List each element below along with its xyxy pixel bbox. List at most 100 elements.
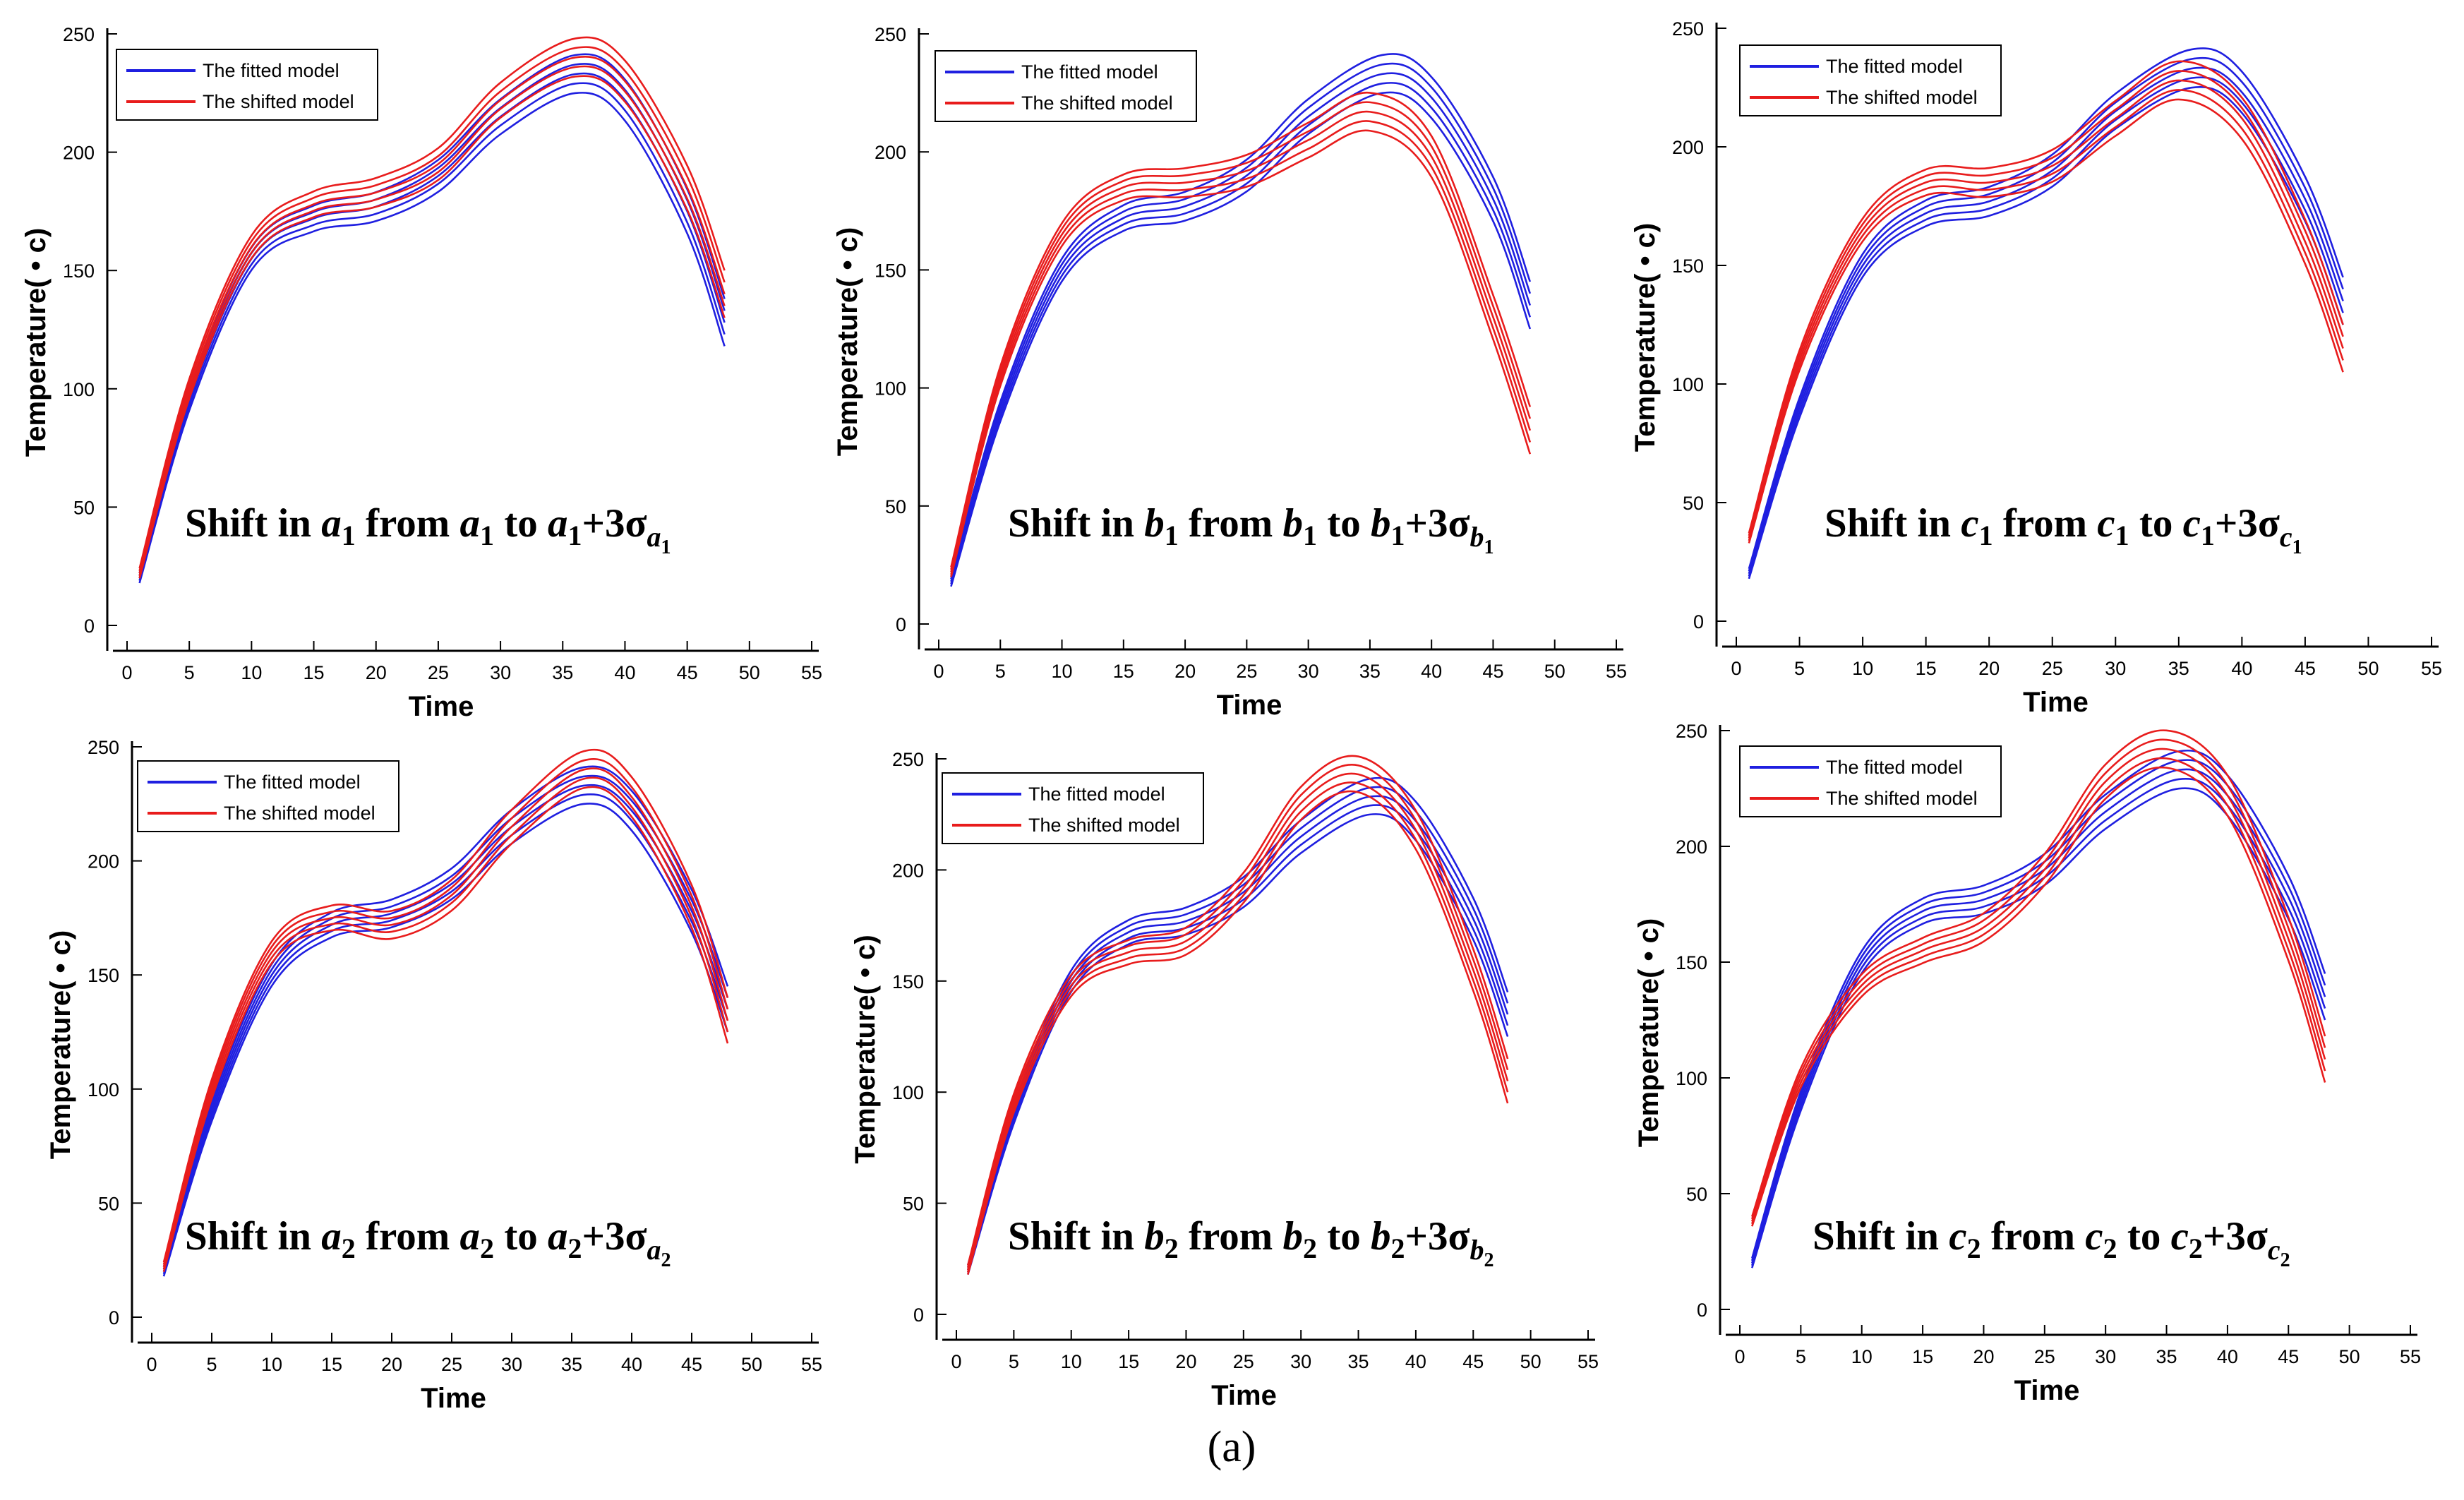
y-axis-label: Temperature( • c) — [850, 935, 881, 1163]
shift-annotation: Shift in a2 from a2 to a2+3σa2 — [185, 1214, 671, 1271]
annotation-sub: 2 — [480, 1232, 494, 1264]
legend-fitted-label: The fitted model — [224, 772, 361, 793]
legend-box — [116, 49, 378, 121]
shift-annotation: Shift in c1 from c1 to c1+3σc1 — [1825, 501, 2302, 558]
shifted-model-series — [162, 748, 729, 1273]
x-tick-label: 40 — [2231, 658, 2252, 679]
shifted-curve-1 — [162, 776, 729, 1270]
x-tick-label: 15 — [1113, 661, 1134, 682]
x-tick-label: 55 — [801, 662, 822, 683]
y-tick-label: 200 — [1676, 836, 1707, 858]
annotation-sub: 2 — [1303, 1232, 1317, 1264]
x-tick-label: 20 — [366, 662, 387, 683]
shifted-curve-4 — [1751, 729, 2326, 1217]
shifted-model-series — [138, 36, 726, 579]
annotation-sub: 1 — [567, 520, 582, 551]
x-tick-label: 55 — [1577, 1351, 1599, 1372]
legend-shifted-label: The shifted model — [224, 803, 375, 824]
annotation-var: c — [1949, 1214, 1966, 1259]
subplot-b2: 0 5 10 15 20 25 30 35 40 45 50 55 0 50 100 150 200 250 Tim… — [850, 749, 1599, 1411]
legend-box — [942, 772, 1204, 844]
y-tick-label: 50 — [885, 496, 906, 517]
annotation-sigma-sub-var: c — [2268, 1234, 2280, 1266]
annotation-sigma-sub-index: 2 — [661, 1249, 671, 1271]
legend-fitted-label: The fitted model — [1021, 61, 1158, 83]
annotation-prefix: Shift in — [185, 1214, 321, 1259]
x-tick-label: 35 — [552, 662, 573, 683]
x-tick-label: 25 — [2042, 658, 2063, 679]
fitted-model-series — [162, 765, 729, 1277]
x-tick-label: 15 — [1916, 658, 1937, 679]
annotation-from: from — [356, 1214, 460, 1259]
annotation-sub: 1 — [2201, 520, 2215, 551]
x-tick-label: 40 — [614, 662, 635, 683]
annotation-sigma-sub-var: b — [1470, 1234, 1484, 1266]
y-tick-label: 150 — [1676, 952, 1707, 973]
y-tick-label: 250 — [875, 24, 906, 45]
shifted-curve-4 — [950, 92, 1532, 568]
legend-shifted-label: The shifted model — [1826, 87, 1978, 108]
shifted-curve-4 — [138, 36, 726, 569]
y-tick-label: 0 — [84, 616, 95, 637]
legend-box — [934, 50, 1197, 122]
fitted-curve-2 — [950, 72, 1532, 582]
x-tick-label: 40 — [621, 1354, 642, 1375]
annotation-var: b — [1144, 1214, 1165, 1259]
x-tick-label: 35 — [2168, 658, 2189, 679]
annotation-var: c — [2085, 1214, 2103, 1259]
y-axis-label: Temperature( • c) — [45, 930, 76, 1159]
y-tick-label: 200 — [88, 851, 119, 872]
x-tick-label: 50 — [1544, 661, 1565, 682]
x-tick-label: 55 — [2421, 658, 2442, 679]
x-tick-label: 25 — [441, 1354, 462, 1375]
shifted-curve-2 — [1751, 748, 2326, 1222]
shifted-curve-1 — [138, 65, 726, 577]
fitted-curve-3 — [138, 63, 726, 576]
x-tick-label: 15 — [321, 1354, 342, 1375]
x-tick-label: 45 — [2278, 1346, 2299, 1367]
y-tick-label: 100 — [1676, 1068, 1707, 1089]
x-tick-label: 30 — [2095, 1346, 2116, 1367]
shifted-curve-0 — [138, 75, 726, 579]
y-tick-label: 250 — [88, 737, 119, 758]
y-tick-label: 50 — [903, 1194, 924, 1215]
annotation-sub: 1 — [1165, 520, 1179, 551]
legend-box — [137, 760, 399, 832]
annotation-sub: 2 — [1165, 1232, 1179, 1264]
annotation-prefix: Shift in — [1825, 501, 1961, 546]
annotation-var: a — [459, 1214, 480, 1259]
x-tick-label: 55 — [1606, 661, 1627, 682]
x-tick-label: 30 — [2105, 658, 2126, 679]
annotation-sigma-sub-var: b — [1470, 521, 1484, 553]
legend-shifted-label: The shifted model — [1021, 92, 1173, 114]
annotation-var: b — [1282, 1214, 1303, 1259]
fitted-curve-0 — [162, 803, 729, 1277]
x-tick-label: 30 — [1290, 1351, 1311, 1372]
shifted-curve-3 — [967, 764, 1509, 1268]
y-tick-label: 150 — [1672, 256, 1704, 277]
x-tick-label: 10 — [241, 662, 262, 683]
y-tick-label: 200 — [875, 142, 906, 163]
shifted-curve-0 — [950, 129, 1532, 577]
legend-shifted-label: The shifted model — [1028, 815, 1180, 836]
annotation-sigma-sub-index: 1 — [1484, 536, 1494, 558]
x-tick-label: 35 — [2156, 1346, 2177, 1367]
annotation-sigma-sub-index: 1 — [661, 536, 671, 558]
x-axis-label: Time — [409, 691, 474, 722]
subplot-c1: 0 5 10 15 20 25 30 35 40 45 50 55 0 50 100 150 200 250 Tim… — [1630, 18, 2442, 718]
fitted-curve-4 — [1748, 47, 2344, 570]
legend: The fitted model The shifted model — [137, 760, 399, 832]
shifted-model-series — [967, 755, 1509, 1276]
shifted-curve-2 — [1748, 79, 2344, 539]
x-tick-label: 0 — [933, 661, 944, 682]
annotation-prefix: Shift in — [1008, 1214, 1144, 1259]
y-tick-label: 0 — [109, 1307, 119, 1328]
shifted-curve-3 — [1748, 70, 2344, 536]
shifted-model-series — [1748, 60, 2344, 544]
shifted-curve-0 — [967, 790, 1509, 1276]
legend: The fitted model The shifted model — [116, 49, 378, 121]
x-tick-label: 0 — [121, 662, 132, 683]
annotation-sigma-sub-index: 1 — [2292, 536, 2302, 558]
y-tick-label: 50 — [1686, 1184, 1707, 1205]
x-tick-label: 35 — [561, 1354, 582, 1375]
